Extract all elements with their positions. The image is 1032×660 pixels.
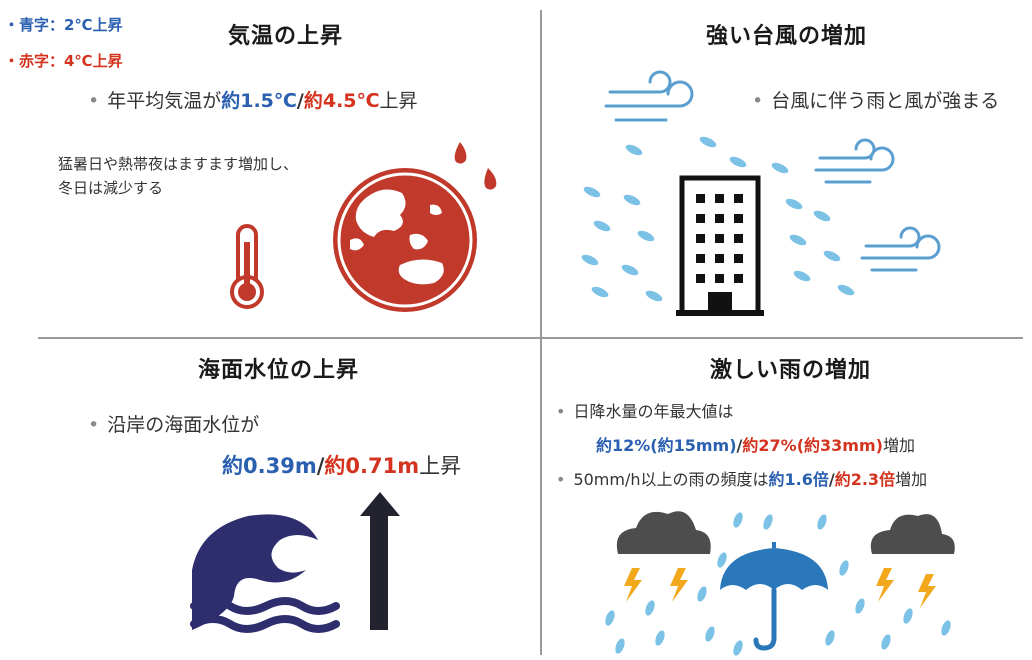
sea-level-values: 約0.39m/約0.71m上昇 bbox=[222, 450, 461, 480]
heavy-rain-suffix2: 増加 bbox=[882, 436, 915, 455]
horizontal-divider bbox=[38, 337, 1023, 339]
storm-cloud-icon bbox=[616, 511, 955, 554]
separator: / bbox=[316, 454, 325, 478]
heavy-rain-suffix3: 増加 bbox=[895, 470, 928, 489]
sea-level-title: 海面水位の上昇 bbox=[198, 358, 360, 383]
sea-level-line1: 沿岸の海面水位が bbox=[107, 414, 260, 436]
sea-level-bullet-text: • 沿岸の海面水位が bbox=[88, 410, 259, 437]
temperature-blue-value: 約1.5℃ bbox=[221, 90, 297, 112]
earth-globe-icon bbox=[333, 168, 477, 312]
lightning-icon bbox=[624, 568, 936, 608]
thermometer-icon bbox=[230, 224, 264, 309]
up-arrow-icon bbox=[360, 492, 400, 630]
heavy-rain-red2: 約27%(約33mm) bbox=[742, 436, 883, 455]
temperature-title: 気温の上昇 bbox=[228, 24, 344, 49]
umbrella-icon bbox=[720, 542, 828, 651]
bullet: • bbox=[556, 470, 566, 489]
wind-icon bbox=[604, 70, 941, 272]
temperature-note-2: 冬日は減少する bbox=[58, 179, 164, 197]
sea-level-suffix: 上昇 bbox=[419, 454, 462, 478]
heavy-rain-blue2: 約12%(約15mm) bbox=[596, 436, 737, 455]
temperature-suffix: 上昇 bbox=[379, 90, 418, 112]
heavy-rain-line1-text: 日降水量の年最大値は bbox=[573, 402, 734, 421]
wave-icon bbox=[190, 514, 340, 633]
bullet: • bbox=[752, 90, 764, 112]
sweat-drop-icon bbox=[454, 142, 497, 190]
legend-blue: ・青字：2℃上昇 bbox=[4, 16, 123, 34]
typhoon-illustration bbox=[581, 70, 941, 316]
heavy-rain-illustration bbox=[605, 511, 955, 656]
heavy-rain-line3: • 50mm/h以上の雨の頻度は約1.6倍/約2.3倍増加 bbox=[556, 466, 927, 490]
sea-level-blue-value: 約0.39m bbox=[222, 454, 317, 478]
heavy-rain-line1: • 日降水量の年最大値は bbox=[556, 398, 733, 422]
sea-level-red-value: 約0.71m bbox=[324, 454, 420, 478]
temperature-red-value: 約4.5℃ bbox=[303, 90, 380, 112]
building-icon bbox=[676, 175, 764, 316]
bullet: • bbox=[88, 414, 100, 436]
temperature-bullet-text: • 年平均気温が約1.5℃/約4.5℃上昇 bbox=[88, 86, 418, 113]
rain-drop-icon bbox=[605, 512, 951, 656]
bullet: • bbox=[88, 90, 100, 112]
typhoon-text: 台風に伴う雨と風が強まる bbox=[771, 90, 1000, 112]
typhoon-bullet-text: • 台風に伴う雨と風が強まる bbox=[752, 86, 999, 113]
separator: / bbox=[296, 90, 304, 112]
heavy-rain-line2: 約12%(約15mm)/約27%(約33mm)増加 bbox=[596, 432, 915, 456]
temperature-note-1: 猛暑日や熱帯夜はますます増加し、 bbox=[58, 155, 299, 173]
bullet: • bbox=[556, 402, 566, 421]
temperature-prefix: 年平均気温が bbox=[107, 90, 222, 112]
heavy-rain-line3-prefix: 50mm/h以上の雨の頻度は bbox=[573, 470, 769, 489]
legend-red: ・赤字：4℃上昇 bbox=[4, 52, 123, 70]
vertical-divider bbox=[540, 10, 542, 655]
heavy-rain-red3: 約2.3倍 bbox=[834, 470, 896, 489]
typhoon-title: 強い台風の増加 bbox=[706, 24, 868, 49]
heavy-rain-blue3: 約1.6倍 bbox=[768, 470, 829, 489]
heavy-rain-title: 激しい雨の増加 bbox=[710, 358, 872, 383]
separator: / bbox=[828, 470, 835, 489]
separator: / bbox=[736, 436, 743, 455]
rain-drop-icon bbox=[581, 136, 855, 302]
